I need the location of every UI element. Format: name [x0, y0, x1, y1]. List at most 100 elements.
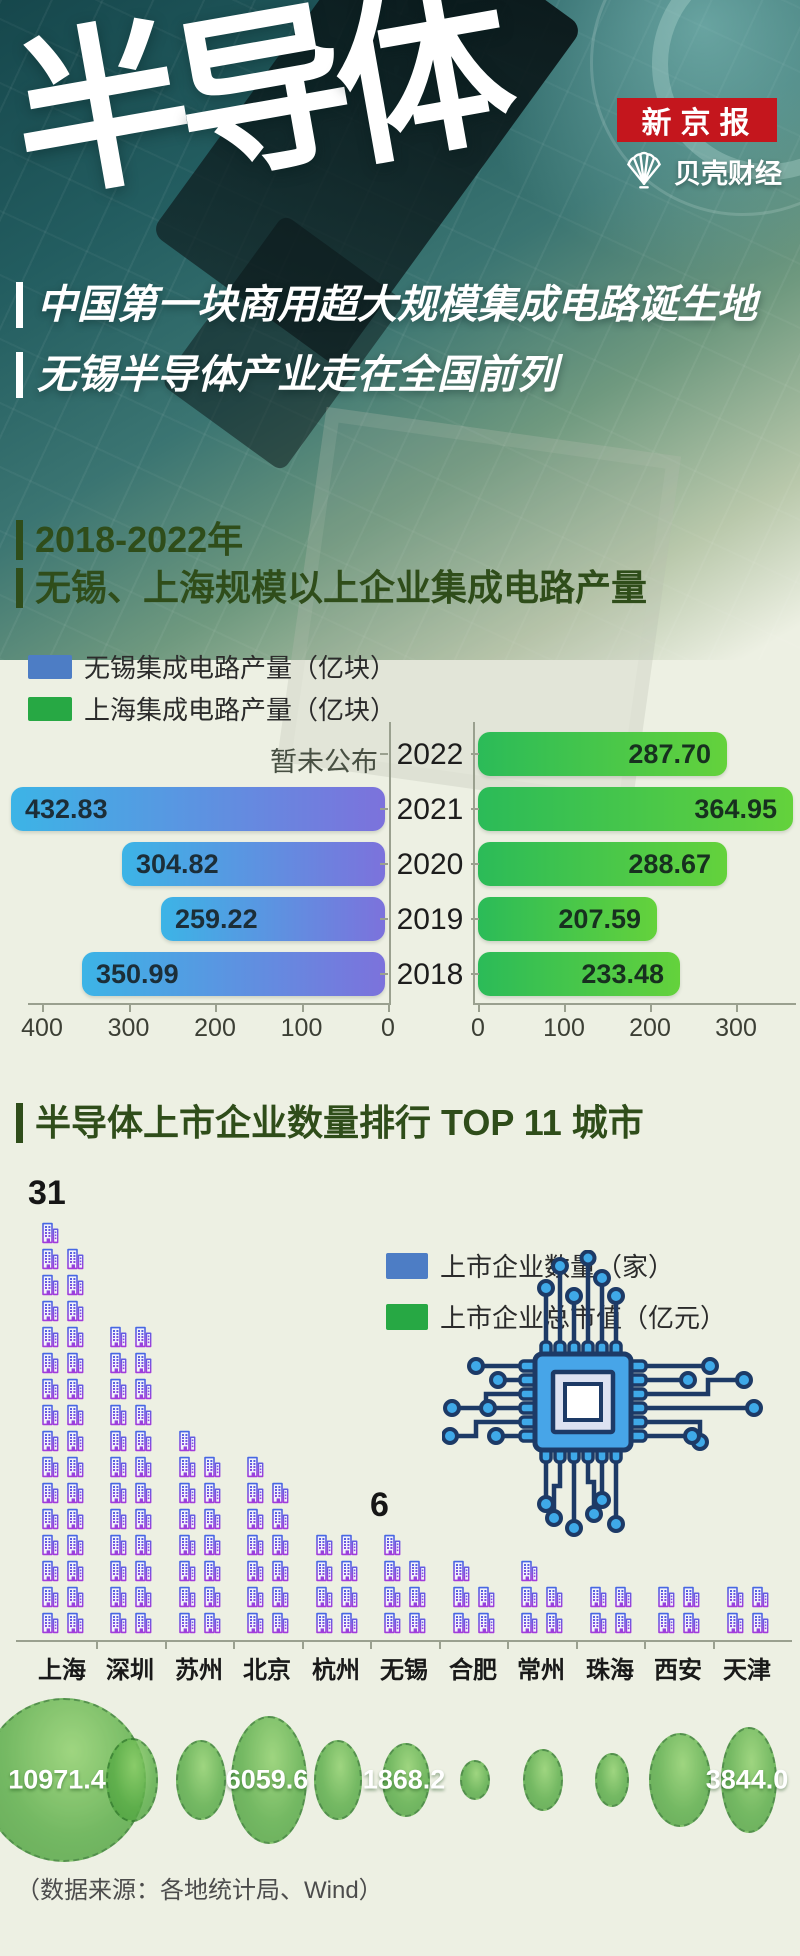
building-icon: [39, 1300, 60, 1322]
section2-title: 半导体上市企业数量排行 TOP 11 城市: [16, 1103, 644, 1143]
building-icon: [381, 1586, 402, 1608]
left-bar: 350.99: [82, 952, 385, 996]
building-icon: [406, 1612, 427, 1634]
building-icon: [450, 1560, 471, 1582]
city-label: 杭州: [312, 1657, 360, 1684]
axis-tick: [302, 1640, 304, 1649]
building-icon: [269, 1508, 290, 1530]
title-char: 半: [0, 2, 193, 224]
building-icon: [201, 1534, 222, 1556]
city-label: 无锡: [380, 1657, 428, 1684]
category-tick: [471, 863, 479, 865]
building-icon: [244, 1534, 265, 1556]
market-value-bubble: [595, 1753, 629, 1807]
hero-subtitle-2: 无锡半导体产业走在全国前列: [16, 352, 557, 398]
axis-tick: [128, 1003, 131, 1012]
axis-tick: [644, 1640, 646, 1649]
building-icon: [107, 1612, 128, 1634]
axis-tick: [439, 1640, 441, 1649]
building-icon: [269, 1612, 290, 1634]
building-icon: [107, 1560, 128, 1582]
category-tick: [471, 808, 479, 810]
building-icon: [176, 1482, 197, 1504]
building-icon: [244, 1586, 265, 1608]
building-icon: [132, 1560, 153, 1582]
building-icon: [64, 1300, 85, 1322]
building-icon: [64, 1456, 85, 1478]
building-icon: [338, 1560, 359, 1582]
bar-value-label: 233.48: [581, 958, 664, 989]
title-char: 体: [320, 0, 515, 190]
building-icon: [39, 1586, 60, 1608]
building-icon: [680, 1586, 701, 1608]
axis-tick: [650, 1003, 652, 1012]
building-icon: [543, 1586, 564, 1608]
axis-tick-label: 100: [543, 1014, 585, 1042]
building-icon: [107, 1534, 128, 1556]
bar-value-label: 207.59: [558, 903, 641, 934]
building-icon: [107, 1326, 128, 1348]
legend-label: 上海集成电路产量（亿块）: [84, 695, 397, 725]
building-icon: [107, 1508, 128, 1530]
bar-value-label: 288.67: [628, 848, 711, 879]
building-icon: [269, 1534, 290, 1556]
building-icon: [39, 1482, 60, 1504]
building-icon: [132, 1586, 153, 1608]
legend-label: 上市企业总市值（亿元）: [440, 1303, 727, 1333]
building-icon: [381, 1612, 402, 1634]
market-value-bubble: [176, 1740, 226, 1820]
building-icon: [518, 1560, 539, 1582]
pictogram-baseline: [16, 1640, 792, 1642]
building-icon: [132, 1508, 153, 1530]
axis-tick: [736, 1003, 738, 1012]
bubble-value-label: 3844.0: [705, 1764, 789, 1795]
building-icon: [64, 1326, 85, 1348]
category-tick: [471, 753, 479, 755]
axis-tick: [507, 1640, 509, 1649]
axis-tick: [42, 1003, 44, 1012]
building-icon: [749, 1586, 770, 1608]
market-value-bubble: [106, 1738, 158, 1822]
city-label: 常州: [517, 1657, 565, 1684]
legend-swatch: [386, 1303, 428, 1330]
building-icon: [39, 1352, 60, 1374]
building-icon: [176, 1456, 197, 1478]
axis-tick: [233, 1640, 235, 1649]
axis-tick-label: 300: [107, 1014, 150, 1042]
building-icon: [176, 1586, 197, 1608]
building-icon: [269, 1586, 290, 1608]
brand-logo: 贝壳财经: [622, 146, 782, 197]
building-icon: [724, 1612, 745, 1634]
building-icon: [269, 1482, 290, 1504]
building-icon: [64, 1274, 85, 1296]
right-bar: 288.67: [478, 842, 727, 886]
bar-value-label: 432.83: [25, 793, 108, 824]
building-icon: [176, 1534, 197, 1556]
building-icon: [132, 1430, 153, 1452]
city-label: 深圳: [106, 1657, 154, 1684]
building-icon: [176, 1508, 197, 1530]
building-icon: [132, 1534, 153, 1556]
market-value-bubble: [231, 1716, 307, 1844]
building-icon: [107, 1352, 128, 1374]
building-icon: [39, 1326, 60, 1348]
building-icon: [313, 1534, 334, 1556]
building-icon: [450, 1586, 471, 1608]
building-icon: [338, 1612, 359, 1634]
axis-tick: [576, 1640, 578, 1649]
building-icon: [518, 1612, 539, 1634]
building-icon: [132, 1612, 153, 1634]
building-icon: [107, 1456, 128, 1478]
building-icon: [64, 1560, 85, 1582]
city-label: 北京: [243, 1657, 291, 1684]
bar-value-label: 364.95: [694, 793, 777, 824]
building-icon: [338, 1534, 359, 1556]
building-icon: [39, 1222, 60, 1244]
category-tick: [471, 973, 479, 975]
year-label: 2022: [396, 738, 464, 771]
building-icon: [587, 1612, 608, 1634]
building-icon: [39, 1456, 60, 1478]
building-icon: [381, 1534, 402, 1556]
count-annotation: 6: [370, 1486, 389, 1524]
